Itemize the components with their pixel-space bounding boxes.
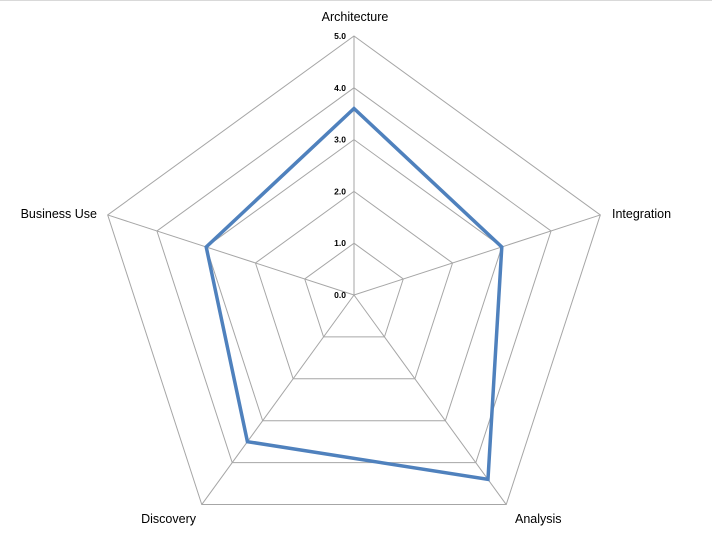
radial-tick-labels: 0.0 1.0 2.0 3.0 4.0 5.0 [334, 31, 346, 300]
tick-label: 2.0 [334, 186, 346, 196]
radar-spokes [107, 36, 601, 505]
tick-label: 5.0 [334, 31, 346, 41]
grid-ring [205, 138, 503, 422]
category-label-business-use: Business Use [21, 207, 97, 221]
tick-label: 1.0 [334, 238, 346, 248]
category-label-integration: Integration [612, 207, 671, 221]
category-label-analysis: Analysis [515, 512, 562, 526]
radar-series [204, 106, 504, 482]
grid-spoke [201, 294, 355, 505]
radar-grid [107, 35, 601, 506]
category-label-architecture: Architecture [322, 10, 389, 24]
grid-spoke [353, 294, 507, 505]
grid-ring [156, 87, 552, 464]
tick-label: 3.0 [334, 135, 346, 145]
grid-spoke [107, 214, 355, 296]
tick-label: 0.0 [334, 290, 346, 300]
grid-ring [107, 35, 601, 506]
grid-ring [304, 242, 404, 338]
category-label-discovery: Discovery [141, 512, 197, 526]
series-line [204, 106, 504, 482]
category-labels: Architecture Integration Analysis Discovery… [21, 10, 672, 526]
grid-ring [254, 190, 454, 380]
grid-spoke [353, 214, 601, 296]
tick-label: 4.0 [334, 83, 346, 93]
